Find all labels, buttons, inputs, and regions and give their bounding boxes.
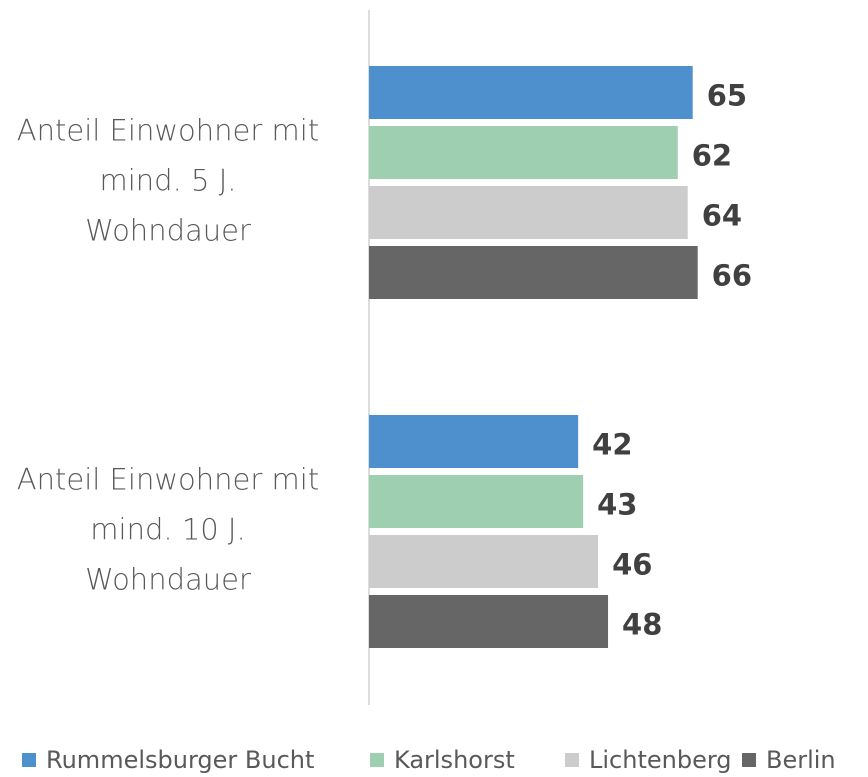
- legend-swatch: [742, 753, 756, 767]
- value-label: 48: [622, 608, 662, 642]
- bar: [369, 535, 599, 588]
- value-label: 65: [707, 79, 747, 113]
- legend-swatch: [370, 753, 384, 767]
- bar: [369, 126, 678, 179]
- bar: [369, 66, 693, 119]
- legend-swatch: [22, 753, 36, 767]
- bar: [369, 595, 609, 648]
- legend-label: Berlin: [766, 746, 836, 774]
- value-label: 64: [702, 199, 742, 233]
- bar: [369, 415, 579, 468]
- legend-label: Lichtenberg: [589, 746, 732, 774]
- bar: [369, 475, 584, 528]
- value-label: 43: [597, 488, 637, 522]
- legend-label: Karlshorst: [394, 746, 515, 774]
- category-label: Wohndauer: [85, 214, 251, 248]
- bar: [369, 246, 698, 299]
- category-label: mind. 10 J.: [90, 513, 245, 547]
- value-label: 46: [612, 548, 652, 582]
- bar: [369, 186, 688, 239]
- value-label: 62: [692, 139, 732, 173]
- legend-label: Rummelsburger Bucht: [46, 746, 314, 774]
- value-label: 42: [592, 428, 632, 462]
- category-label: Anteil Einwohner mit: [17, 463, 319, 497]
- category-label: Wohndauer: [85, 563, 251, 597]
- value-label: 66: [712, 259, 752, 293]
- legend-swatch: [565, 753, 579, 767]
- category-label: Anteil Einwohner mit: [17, 114, 319, 148]
- category-label: mind. 5 J.: [100, 164, 237, 198]
